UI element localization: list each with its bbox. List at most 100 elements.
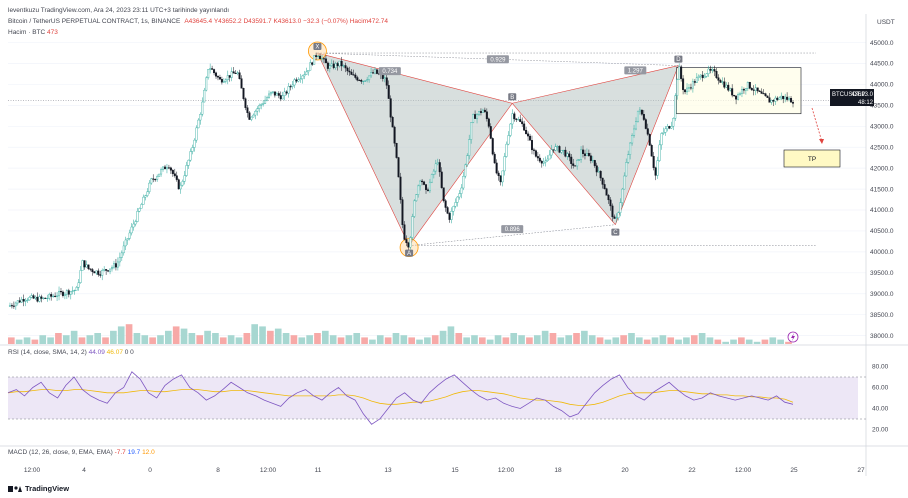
candle-body — [609, 199, 612, 207]
candle-body — [580, 149, 583, 160]
volume-bar — [785, 341, 792, 344]
rsi-label-name: RSI (14, close, SMA, 14, 2) — [8, 349, 87, 356]
candle-body — [344, 65, 347, 69]
time-tick: 12:00 — [24, 467, 41, 474]
candle-body — [142, 196, 145, 205]
candle-body — [501, 170, 504, 183]
candle-body — [42, 297, 45, 299]
candle-body — [560, 150, 563, 153]
candle-body — [175, 175, 178, 180]
pattern-labels: X A B C D 0.734 0.896 0.929 1.297 — [313, 43, 683, 257]
candle-body — [368, 75, 371, 80]
candle-body — [326, 62, 329, 69]
candle-body — [311, 62, 314, 65]
candle-body — [599, 170, 602, 179]
candle-body — [507, 135, 510, 145]
candle-body — [546, 158, 549, 161]
candle-body — [613, 216, 616, 219]
candle-body — [770, 100, 773, 103]
candle-body — [792, 102, 795, 104]
candle-body — [342, 65, 345, 67]
candle-body — [788, 98, 791, 100]
candle-body — [101, 269, 104, 276]
tradingview-logo[interactable]: TradingView — [8, 484, 69, 493]
candle-body — [14, 302, 17, 307]
candle-body — [646, 128, 649, 135]
tp-target[interactable]: TP — [783, 107, 841, 168]
volume-bar — [39, 335, 47, 344]
candle-body — [199, 114, 202, 121]
candle-body — [181, 181, 184, 186]
candle-body — [65, 290, 68, 295]
candle-body — [517, 119, 520, 121]
candle-body — [16, 300, 19, 304]
volume-bar — [565, 335, 572, 344]
time-tick: 11 — [315, 467, 322, 474]
candle-body — [44, 297, 47, 299]
settings-bolt-icon[interactable] — [787, 331, 799, 343]
time-tick: 12:00 — [260, 467, 277, 474]
macd-legend: MACD (12, 26, close, 9, EMA, EMA) -7.7 1… — [8, 449, 155, 456]
volume-bar — [219, 337, 227, 344]
candle-body — [562, 149, 565, 151]
rsi-tick: 80.00 — [872, 364, 889, 371]
time-axis[interactable]: 12:00 4 0 8 12:00 11 13 15 12:00 18 20 22 12:00 25 27 — [24, 467, 865, 474]
price-badge-price: 43613.0 — [851, 92, 873, 98]
candle-body — [156, 176, 159, 180]
candle-body — [61, 291, 64, 296]
candle-body — [564, 149, 567, 157]
symbol-title[interactable]: Bitcoin / TetherUS PERPETUAL CONTRACT, 1… — [8, 18, 181, 25]
price-tick: 38000.0 — [870, 333, 894, 340]
volume-bar — [612, 337, 620, 344]
candle-body — [362, 80, 365, 82]
volume-bar — [722, 341, 729, 344]
candle-body — [601, 177, 604, 185]
candle-body — [513, 113, 516, 120]
rsi-line — [7, 371, 794, 425]
candle-body — [350, 71, 353, 75]
candle-body — [505, 143, 508, 157]
volume-bar — [110, 330, 117, 344]
time-tick: 27 — [857, 467, 865, 474]
candle-body — [162, 166, 165, 170]
volume-bar — [117, 326, 125, 344]
candle-body — [538, 157, 541, 162]
candle-body — [91, 269, 94, 272]
candle-body — [474, 114, 477, 119]
point-label-bg — [508, 93, 517, 101]
candle-body — [348, 70, 351, 73]
candle-body — [228, 75, 231, 78]
candle-body — [75, 287, 78, 291]
candle-body — [8, 305, 11, 307]
candle-body — [389, 98, 392, 118]
candle-body — [568, 153, 571, 158]
volume-bar — [588, 335, 596, 344]
candle-body — [48, 294, 51, 299]
candle-body — [105, 269, 108, 271]
price-axis[interactable]: 45000.0 44500.0 44000.0 43500.0 43000.0 42500… — [870, 40, 894, 340]
candle-body — [28, 297, 31, 301]
price-tick: 41000.0 — [870, 207, 894, 214]
harmonic-pattern[interactable] — [308, 41, 816, 258]
candle-body — [322, 58, 325, 60]
candle-body — [58, 290, 61, 297]
candle-body — [536, 156, 539, 159]
candle-body — [46, 297, 49, 299]
candle-body — [503, 156, 506, 172]
candle-body — [483, 109, 486, 112]
candle-body — [150, 178, 153, 184]
candle-body — [468, 139, 471, 156]
candle-body — [576, 159, 579, 167]
rsi-legend: RSI (14, close, SMA, 14, 2) 44.09 46.07 … — [8, 349, 134, 356]
candle-body — [674, 95, 677, 119]
rsi-pane[interactable]: 80.00 60.00 40.00 20.00 — [7, 364, 889, 434]
pattern-leg — [317, 52, 513, 104]
candle-body — [22, 299, 25, 302]
volume-bar — [298, 337, 306, 344]
volume-bar — [251, 324, 258, 344]
volume-bar — [196, 335, 204, 344]
candle-body — [279, 95, 282, 100]
candle-body — [95, 270, 98, 274]
candle-body — [405, 239, 408, 244]
